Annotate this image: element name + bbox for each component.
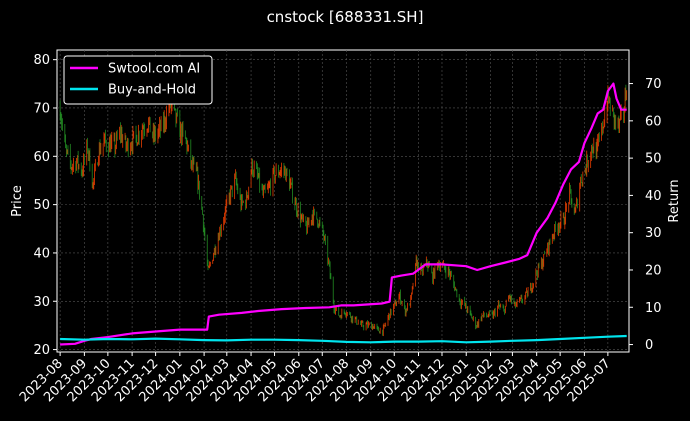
legend: Swtool.com AI Buy-and-Hold bbox=[63, 55, 213, 105]
grid-lines bbox=[57, 50, 629, 352]
y-left-axis-label: Price bbox=[10, 185, 25, 217]
y-right-tick-label: 70 bbox=[645, 77, 662, 92]
legend-box bbox=[63, 55, 213, 105]
y-right-axis-label: Return bbox=[667, 179, 682, 222]
y-right-tick-label: 0 bbox=[645, 338, 653, 353]
chart-title: cnstock [688331.SH] bbox=[267, 8, 424, 26]
y-right-tick-label: 10 bbox=[645, 301, 662, 316]
y-right-tick-label: 30 bbox=[645, 226, 662, 241]
y-left-tick-label: 30 bbox=[33, 295, 50, 310]
buyhold-return-line bbox=[60, 334, 627, 344]
y-right-ticks: 0 10 20 30 40 50 60 70 bbox=[629, 77, 662, 353]
y-right-tick-label: 60 bbox=[645, 114, 662, 129]
y-right-tick-label: 20 bbox=[645, 263, 662, 278]
y-left-tick-label: 60 bbox=[33, 150, 50, 165]
y-left-tick-label: 40 bbox=[33, 246, 50, 261]
price-candles bbox=[59, 84, 628, 337]
y-left-tick-label: 70 bbox=[33, 101, 50, 116]
y-left-ticks: 20 30 40 50 60 70 80 bbox=[33, 53, 57, 358]
x-axis-ticks: 2023-082023-092023-102023-112023-122024-… bbox=[17, 352, 614, 405]
return-lines bbox=[60, 82, 627, 346]
strategy-return-line bbox=[60, 82, 627, 346]
y-right-tick-label: 40 bbox=[645, 189, 662, 204]
y-left-tick-label: 80 bbox=[33, 53, 50, 68]
y-right-tick-label: 50 bbox=[645, 152, 662, 167]
y-left-tick-label: 20 bbox=[33, 343, 50, 358]
legend-label-strategy: Swtool.com AI bbox=[108, 62, 200, 77]
y-left-tick-label: 50 bbox=[33, 198, 50, 213]
legend-label-buyhold: Buy-and-Hold bbox=[108, 83, 196, 98]
